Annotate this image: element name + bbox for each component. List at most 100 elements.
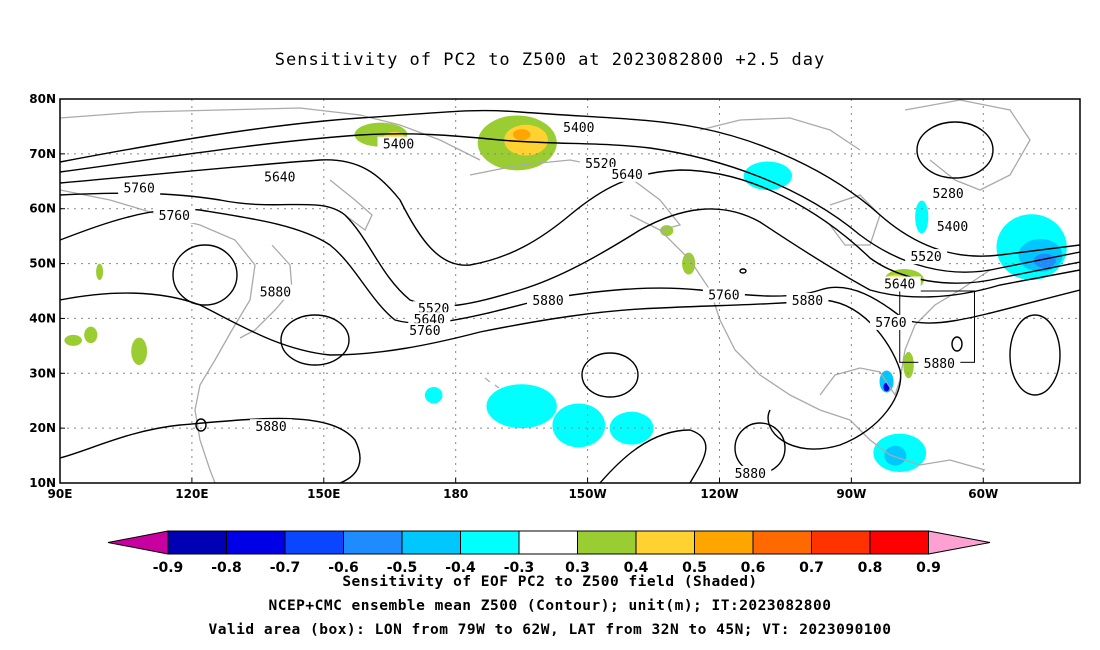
colorbar-swatch [460, 530, 520, 555]
colorbar-swatch [869, 530, 929, 555]
contour-label-bg [254, 284, 297, 300]
lat-tick-label: 80N [29, 92, 56, 106]
contour-label: 5640 [884, 278, 915, 293]
shading-patch [883, 382, 890, 392]
contour-label: 5880 [735, 467, 766, 482]
lat-tick-label: 10N [29, 476, 56, 490]
lat-tick-label: 50N [29, 257, 56, 271]
lon-tick-label: 120E [175, 487, 208, 501]
shading-patch [512, 129, 531, 141]
shading-patch [424, 387, 443, 404]
colorbar-swatch [577, 530, 637, 555]
colorbar-label: -0.8 [211, 560, 242, 576]
shading-patch [903, 351, 914, 379]
colorbar-under-triangle [107, 530, 169, 555]
contour-label: 5280 [932, 187, 963, 202]
map-axes: 90E 120E 150E 180 150W 120W 90W 60W 80N 70N 60N 50N… [29, 92, 998, 501]
colorbar-label: 0.4 [624, 560, 649, 576]
lat-tick-label: 30N [29, 366, 56, 380]
lat-tick-label: 70N [29, 147, 56, 161]
lat-tick-label: 20N [29, 421, 56, 435]
contour-label: 5640 [264, 171, 295, 186]
contour-label-bg [702, 287, 745, 303]
contour-label-bg [258, 169, 301, 185]
colorbar-label: 0.5 [682, 560, 707, 576]
colorbar-swatch [284, 530, 344, 555]
lat-tick-label: 40N [29, 311, 56, 325]
shading-patch [486, 384, 557, 429]
shading-patch [84, 326, 98, 344]
colorbar-label: -0.3 [504, 560, 535, 576]
contour-label: 5640 [611, 168, 642, 183]
caption-line-1: Sensitivity of EOF PC2 to Z500 field (Sh… [342, 574, 758, 590]
colorbar-label: -0.9 [153, 560, 184, 576]
shading-patch [131, 337, 148, 366]
contour-label-bg [878, 276, 921, 292]
contour-label: 5400 [563, 121, 594, 136]
contour-label-bg [606, 166, 649, 182]
colorbar-swatch [518, 530, 578, 555]
lon-tick-label: 60W [968, 487, 998, 501]
colorbar-over-triangle [928, 530, 991, 555]
colorbar-label: -0.6 [328, 560, 359, 576]
colorbar-swatch [694, 530, 754, 555]
colorbar-label: 0.3 [565, 560, 590, 576]
colorbar-label: -0.4 [445, 560, 476, 576]
colorbar-swatch [401, 530, 461, 555]
sensitivity-shading [64, 115, 1067, 473]
contour-label: 5880 [924, 357, 955, 372]
colorbar-swatch [635, 530, 695, 555]
shading-patch [609, 411, 654, 445]
lon-tick-label: 90E [48, 487, 73, 501]
colorbar-swatch [226, 530, 286, 555]
colorbar-label: -0.5 [387, 560, 418, 576]
colorbar-label: -0.7 [270, 560, 301, 576]
contour-label: 5760 [409, 324, 440, 339]
caption-line-2: NCEP+CMC ensemble mean Z500 (Contour); u… [268, 598, 832, 614]
shading-patch [96, 263, 104, 281]
lon-tick-label: 180 [443, 487, 468, 501]
contour-label: 5880 [255, 420, 286, 435]
colorbar-label: 0.7 [799, 560, 824, 576]
contour-label-bg [869, 314, 912, 330]
shading-patch [552, 403, 606, 448]
contour-label: 5520 [910, 250, 941, 265]
shading-patch [743, 161, 793, 191]
shading-patch [64, 334, 82, 346]
contour-label: 5760 [708, 288, 739, 303]
contour-label-bg [527, 292, 570, 308]
contour-label-bg [557, 120, 600, 136]
lat-tick-label: 60N [29, 202, 56, 216]
contour-label-bg [377, 136, 420, 152]
contour-label-bg [927, 186, 970, 201]
contour-label: 5880 [792, 294, 823, 309]
contour-label: 5760 [875, 316, 906, 331]
contour-label-bg [905, 249, 948, 265]
contour-label: 5760 [123, 182, 154, 197]
contour-label-bg [250, 419, 293, 435]
contour-label: 5400 [937, 220, 968, 235]
colorbar-label: 0.9 [916, 560, 941, 576]
shading-patch [884, 445, 907, 466]
contour-label-bg [931, 218, 974, 234]
lon-tick-label: 150W [568, 487, 606, 501]
contour-label: 5880 [532, 294, 563, 309]
contour-label-bg [786, 292, 829, 308]
contour-label-bg [118, 180, 161, 196]
colorbar-label: 0.6 [741, 560, 766, 576]
colorbar-swatch [811, 530, 871, 555]
colorbar: -0.9 -0.8 -0.7 -0.6 -0.5 -0.4 -0.3 0.3 0.4 0.5 0.6… [107, 530, 991, 576]
shading-patch [915, 200, 929, 234]
lon-tick-label: 150E [307, 487, 340, 501]
colorbar-swatch [343, 530, 403, 555]
contour-label: 5760 [159, 209, 190, 224]
contour-label-bg [153, 207, 196, 223]
caption-line-3: Valid area (box): LON from 79W to 62W, L… [208, 622, 892, 638]
map-frame [59, 98, 1081, 484]
lon-tick-label: 90W [836, 487, 866, 501]
colorbar-label: 0.8 [858, 560, 883, 576]
contour-label: 5880 [260, 286, 291, 301]
contour-label-bg [729, 465, 772, 481]
